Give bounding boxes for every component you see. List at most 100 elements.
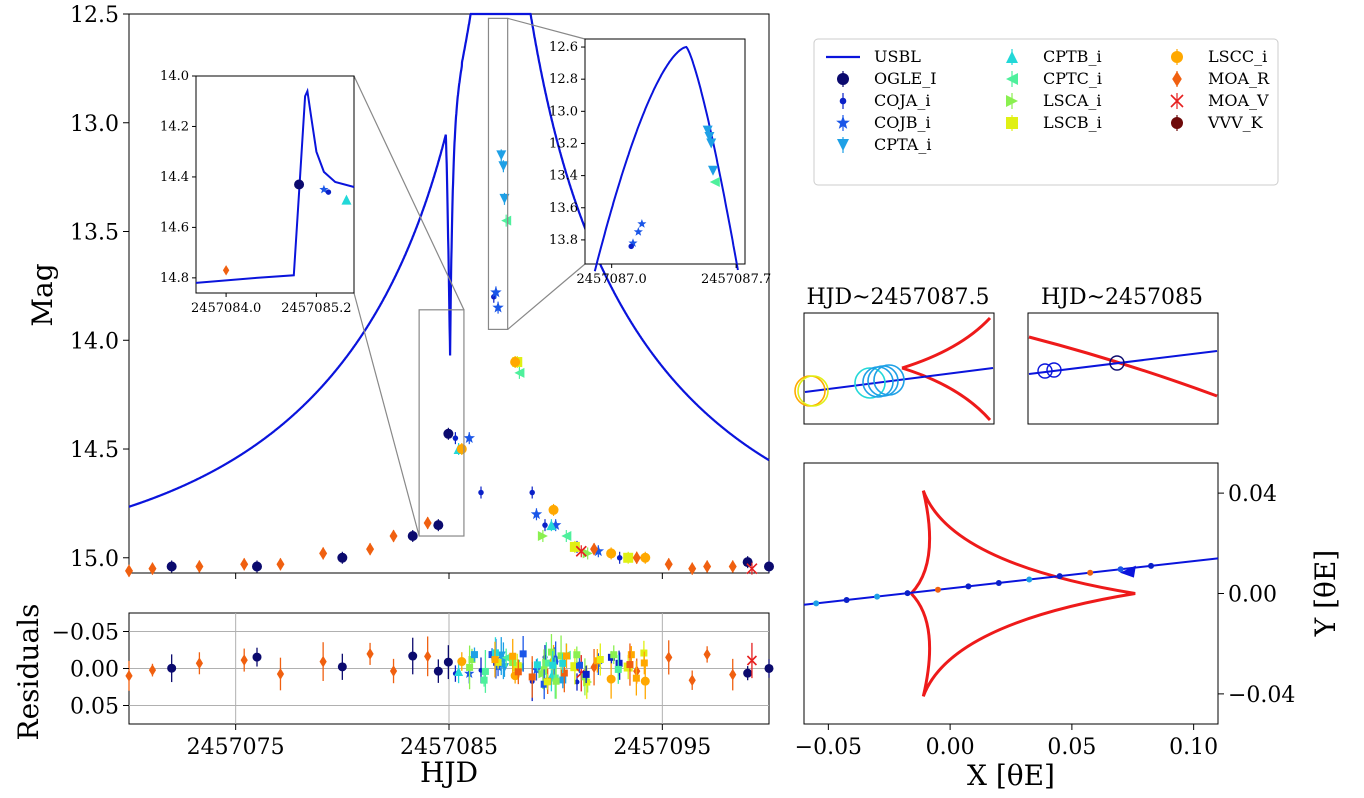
zoom-panel-peak: HJD~2457087.5	[794, 285, 995, 425]
residual-point	[252, 652, 262, 662]
legend-marker	[1006, 117, 1018, 129]
inset2-y-tick-label: 12.8	[549, 72, 578, 87]
data-point	[746, 563, 758, 575]
legend-marker	[1006, 95, 1018, 107]
data-point	[443, 428, 454, 439]
legend: USBL OGLE_I COJA_i COJB_i CPTA_i CPTB_i CPTC_i…	[813, 38, 1279, 186]
residual-point	[514, 668, 522, 676]
residual-point	[512, 662, 522, 672]
inset1-frame	[195, 75, 355, 294]
zoom1-caustic	[901, 316, 992, 370]
zoom-panel-anomaly: HJD~2457085	[1027, 285, 1219, 425]
caustic-y-tick-label: −0.04	[1228, 683, 1295, 708]
residual-point	[366, 648, 374, 660]
legend-marker	[1170, 94, 1184, 108]
residual-point	[703, 648, 711, 661]
inset2-y-tick-label: 13.8	[549, 233, 578, 248]
caustic-x-tick-label: 0.00	[926, 735, 975, 760]
residual-y-tick-label: −0.05	[52, 621, 119, 646]
residual-point	[570, 662, 580, 672]
data-point	[389, 529, 398, 543]
residual-point	[443, 657, 453, 667]
residual-point	[551, 657, 559, 665]
data-point	[728, 559, 737, 573]
legend-label: CPTB_i	[1043, 47, 1102, 66]
residual-point	[688, 674, 696, 687]
data-point	[549, 519, 562, 531]
residual-point	[560, 669, 568, 677]
data-point	[501, 215, 512, 226]
data-point	[569, 541, 580, 552]
residual-y-tick-label: 0.00	[70, 658, 119, 683]
inset1-model-curve	[195, 87, 355, 284]
light-curve-panel: 12.5 13.0 13.5 14.0 14.5 15.0 Mag	[26, 3, 774, 579]
residual-point	[533, 661, 541, 669]
residual-point	[640, 659, 648, 667]
data-point	[575, 545, 587, 557]
residual-point	[491, 656, 499, 664]
zoom2-title: HJD~2457085	[1041, 285, 1203, 310]
trajectory-source-dot	[874, 593, 881, 600]
inset1-x-tick-label: 2457084.0	[191, 301, 261, 316]
main-ylabel: Mag	[26, 263, 59, 326]
residual-point	[573, 651, 581, 659]
legend-marker	[836, 115, 850, 129]
data-point	[496, 150, 507, 161]
residual-point	[470, 651, 478, 659]
y-tick-label: 14.0	[70, 329, 119, 354]
data-point	[548, 504, 559, 515]
data-point	[319, 546, 328, 560]
inset1-moa-point	[222, 265, 230, 276]
residual-point	[519, 650, 527, 658]
main-xlabel: HJD	[420, 756, 478, 789]
inset1-y-tick-label: 14.2	[160, 119, 189, 134]
data-point	[688, 562, 697, 576]
data-point	[452, 435, 459, 441]
zoom2-source-circle	[1046, 362, 1062, 378]
trajectory-source-dot	[904, 590, 911, 597]
inset1-coja-point	[325, 189, 332, 195]
data-point	[530, 508, 543, 520]
caustic-curve	[910, 490, 1136, 697]
inset2-cptc-point	[709, 177, 720, 188]
data-point	[252, 561, 262, 572]
inset2-frame	[584, 38, 746, 265]
legend-marker	[839, 97, 847, 105]
legend-marker	[1171, 117, 1183, 129]
zoom1-frame	[803, 312, 995, 425]
residual-point	[480, 676, 488, 684]
y-tick-label: 13.5	[70, 221, 119, 246]
data-point	[590, 542, 599, 556]
legend-label: MOA_R	[1208, 69, 1270, 88]
legend-label: COJB_i	[874, 113, 931, 132]
trajectory-arrow	[1119, 565, 1136, 578]
data-point	[490, 286, 502, 298]
residual-point	[454, 667, 464, 677]
trajectory-source-dot	[934, 586, 941, 593]
trajectory-source-dot	[1026, 576, 1033, 583]
residual-x-tick-label: 2457085	[400, 735, 498, 760]
legend-marker	[1006, 51, 1018, 63]
legend-marker	[1006, 73, 1018, 85]
residual-point	[549, 661, 557, 669]
trajectory-source-dot	[995, 579, 1002, 586]
residual-point	[563, 652, 571, 660]
inset2-y-tick-label: 12.6	[549, 40, 578, 55]
residual-point	[466, 663, 474, 671]
residual-point	[481, 667, 489, 675]
caustic-x-tick-label: 0.10	[1169, 735, 1218, 760]
residual-point	[729, 668, 737, 681]
caustic-x-tick-label: 0.05	[1047, 735, 1096, 760]
residual-point	[590, 661, 598, 674]
inset2-y-tick-label: 13.4	[549, 169, 578, 184]
legend-box	[813, 38, 1279, 186]
residual-point	[626, 661, 634, 669]
residual-point	[615, 659, 623, 667]
legend-marker	[1171, 51, 1183, 63]
inset1-y-tick-label: 14.0	[160, 69, 189, 84]
inset-connectors	[353, 17, 586, 537]
residual-point	[501, 653, 511, 663]
data-point	[148, 562, 157, 576]
residual-point	[424, 650, 432, 663]
